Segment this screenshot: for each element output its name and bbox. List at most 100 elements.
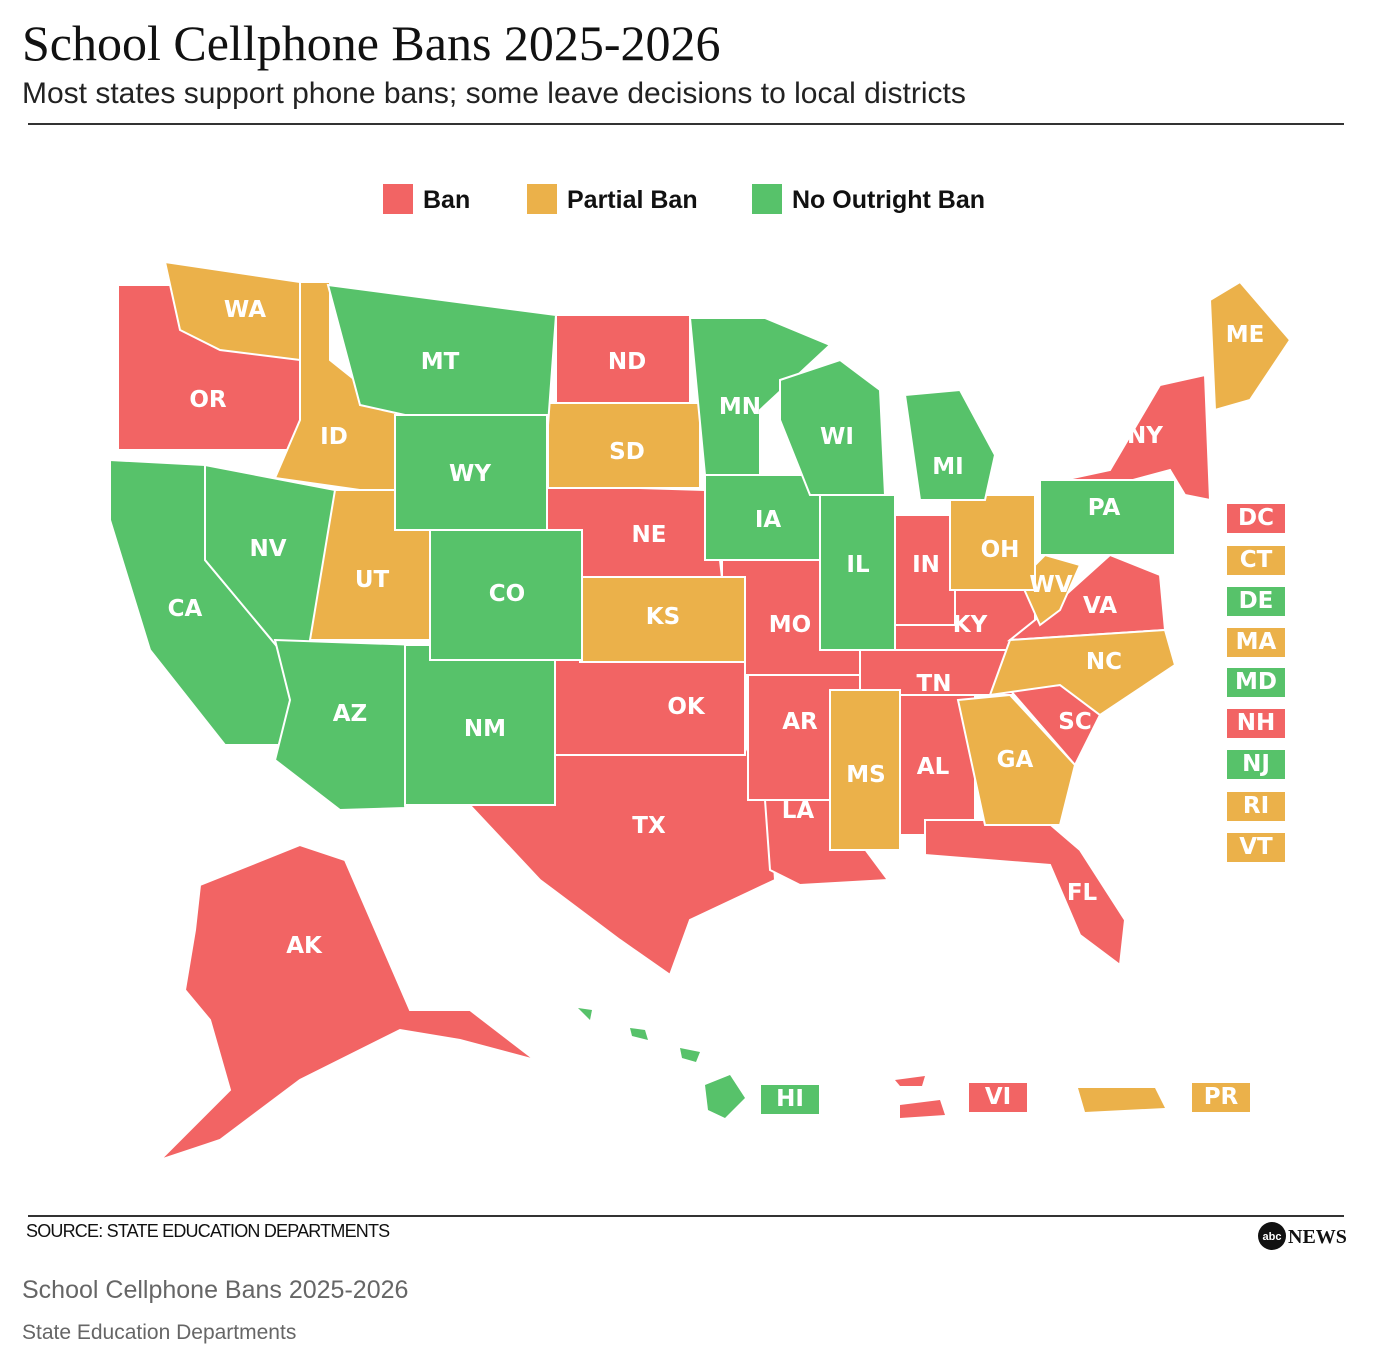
state-label: PR: [1204, 1084, 1239, 1110]
state-box: [1227, 546, 1285, 575]
caption-title: School Cellphone Bans 2025-2026: [22, 1276, 408, 1304]
territory: [578, 1008, 592, 1020]
state-label: MA: [1236, 629, 1277, 655]
state-label: ME: [1226, 322, 1265, 348]
state-label: RI: [1243, 793, 1269, 819]
state-label: TN: [917, 671, 952, 697]
state-label: KY: [953, 612, 988, 638]
state-box: [1227, 668, 1285, 697]
state-label: SD: [609, 439, 645, 465]
state-box: [1227, 792, 1285, 821]
state-label: SC: [1058, 709, 1091, 735]
state-label: NV: [249, 536, 286, 562]
state-label: TX: [632, 813, 666, 839]
state: [1208, 280, 1292, 412]
state-label: ID: [320, 424, 348, 450]
state-box: [1227, 504, 1285, 533]
state-label: ND: [608, 349, 646, 375]
territory: [900, 1100, 945, 1118]
state-box: [761, 1085, 819, 1114]
state-label: MS: [846, 762, 885, 788]
state-label: PA: [1088, 495, 1121, 521]
state: [956, 693, 1077, 826]
state-label: NC: [1086, 649, 1122, 675]
territory: [1078, 1088, 1165, 1112]
state-box: [1227, 709, 1285, 738]
state-label: MO: [769, 612, 811, 638]
logo-text: NEWS: [1288, 1226, 1347, 1248]
state-label: MN: [719, 394, 761, 420]
state-label: NE: [632, 522, 667, 548]
state-label: WV: [1029, 572, 1072, 598]
state: [949, 494, 1036, 591]
state-label: NM: [464, 716, 506, 742]
state-box: [969, 1083, 1027, 1112]
legend-swatch: [527, 184, 557, 214]
legend-label: No Outright Ban: [792, 186, 985, 214]
state-label: WI: [820, 424, 854, 450]
territory: [680, 1048, 700, 1062]
territory: [705, 1075, 745, 1118]
state-label: HI: [776, 1086, 804, 1112]
state-label: VI: [985, 1084, 1011, 1110]
state-label: MI: [932, 454, 963, 480]
state-label: WY: [449, 461, 491, 487]
state-label: GA: [997, 747, 1034, 773]
caption-credit: State Education Departments: [22, 1321, 296, 1344]
state: [988, 628, 1177, 717]
legend-label: Partial Ban: [567, 186, 698, 214]
state-label: AR: [782, 709, 818, 735]
state-label: NH: [1237, 710, 1276, 736]
state-label: MD: [1235, 669, 1277, 695]
state-label: AZ: [333, 701, 367, 727]
state-label: KS: [646, 604, 680, 630]
state: [429, 529, 583, 661]
state-label: OH: [981, 537, 1020, 563]
state-label: CT: [1240, 547, 1273, 573]
state: [924, 819, 1127, 967]
state-label: IN: [912, 552, 940, 578]
state-label: UT: [355, 567, 390, 593]
state-label: IL: [846, 552, 870, 578]
state: [829, 689, 901, 851]
logo-mark: abc: [1263, 1231, 1282, 1243]
state-label: VA: [1083, 593, 1117, 619]
state-box: [1227, 750, 1285, 779]
state-label: FL: [1067, 880, 1098, 906]
state-label: NJ: [1242, 751, 1270, 777]
title: School Cellphone Bans 2025-2026: [22, 15, 721, 71]
state: [1039, 479, 1176, 556]
state-label: DE: [1239, 588, 1274, 614]
state-label: OR: [189, 387, 227, 413]
state-label: AK: [286, 933, 323, 959]
state-label: VT: [1239, 834, 1273, 860]
state-box: [1192, 1083, 1250, 1112]
state-label: MT: [421, 349, 460, 375]
territory: [895, 1076, 925, 1086]
state-label: OK: [667, 694, 706, 720]
state-box: [1227, 628, 1285, 657]
state-label: LA: [782, 798, 815, 824]
state: [903, 388, 997, 501]
state-box: [1227, 833, 1285, 862]
source: SOURCE: STATE EDUCATION DEPARTMENTS: [26, 1221, 390, 1241]
subtitle: Most states support phone bans; some lea…: [22, 77, 966, 110]
state-label: NY: [1127, 423, 1163, 449]
state: [159, 843, 536, 1161]
state-label: CA: [168, 596, 203, 622]
legend-swatch: [383, 184, 413, 214]
state: [819, 494, 896, 651]
state-label: WA: [224, 297, 266, 323]
legend-label: Ban: [423, 186, 470, 214]
state-label: CO: [489, 581, 525, 607]
state-box: [1227, 587, 1285, 616]
logo-circle: [1258, 1222, 1286, 1250]
state-label: DC: [1238, 505, 1274, 531]
state-label: AL: [917, 754, 950, 780]
territory: [630, 1028, 648, 1040]
state: [554, 659, 746, 756]
legend-swatch: [752, 184, 782, 214]
state: [163, 260, 301, 362]
